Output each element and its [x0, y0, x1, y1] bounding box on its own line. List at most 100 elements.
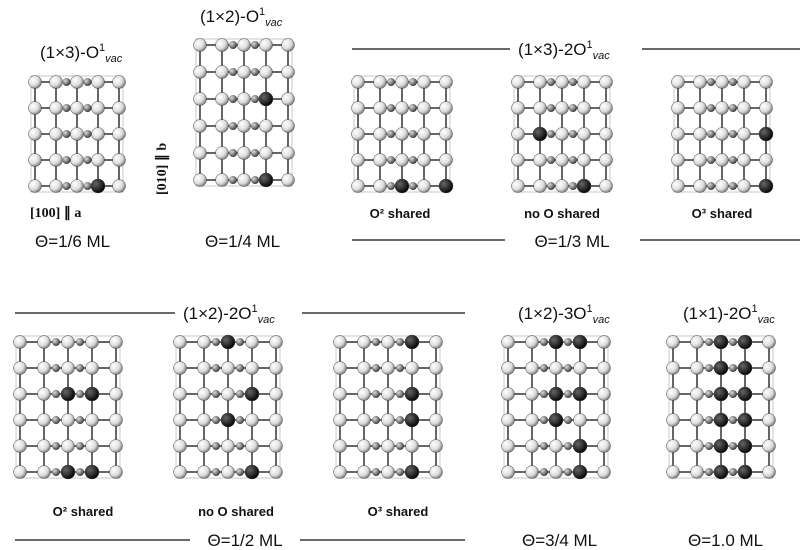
vacancy-atom [738, 413, 752, 427]
small-atom [729, 104, 737, 112]
small-atom [251, 176, 259, 184]
small-atom [387, 182, 395, 190]
atom [430, 388, 443, 401]
vacancy-atom [221, 335, 235, 349]
atom [358, 466, 371, 479]
atom [760, 76, 773, 89]
atom [246, 440, 259, 453]
vacancy-atom [405, 465, 419, 479]
small-atom [729, 390, 737, 398]
vacancy-atom [61, 387, 75, 401]
atom [29, 102, 42, 115]
atom [526, 362, 539, 375]
small-atom [396, 442, 404, 450]
atom [194, 93, 207, 106]
title-sub: vac [258, 314, 276, 326]
atom [502, 388, 515, 401]
small-atom [409, 104, 417, 112]
small-atom [52, 468, 60, 476]
small-atom [76, 364, 84, 372]
atom [29, 180, 42, 193]
atom [174, 414, 187, 427]
small-atom [707, 78, 715, 86]
small-atom [251, 41, 259, 49]
atom [694, 128, 707, 141]
atom [198, 336, 211, 349]
small-atom [229, 122, 237, 130]
small-atom [52, 338, 60, 346]
atom [430, 362, 443, 375]
small-atom [705, 416, 713, 424]
small-atom [409, 156, 417, 164]
title-sub: vac [265, 17, 283, 29]
small-atom [705, 442, 713, 450]
vacancy-atom [91, 179, 105, 193]
atom [672, 154, 685, 167]
atom [738, 102, 751, 115]
small-atom [705, 364, 713, 372]
atom [86, 336, 99, 349]
small-atom [705, 338, 713, 346]
atom [418, 154, 431, 167]
atom [216, 39, 229, 52]
atom [334, 414, 347, 427]
small-atom [396, 468, 404, 476]
atom [502, 440, 515, 453]
vacancy-atom [85, 387, 99, 401]
atom [418, 76, 431, 89]
small-atom [540, 416, 548, 424]
atom [760, 154, 773, 167]
small-atom [229, 176, 237, 184]
atom [526, 336, 539, 349]
atom [270, 362, 283, 375]
atom [260, 39, 273, 52]
small-atom [63, 104, 71, 112]
atom [512, 128, 525, 141]
small-atom [372, 390, 380, 398]
lattices [14, 39, 776, 480]
atom [600, 128, 613, 141]
atom [92, 128, 105, 141]
atom [598, 466, 611, 479]
small-atom [729, 78, 737, 86]
atom [430, 414, 443, 427]
atom [534, 76, 547, 89]
atom [110, 440, 123, 453]
atom [260, 120, 273, 133]
atom [38, 388, 51, 401]
small-atom [569, 78, 577, 86]
coverage: Θ=3/4 ML [522, 531, 597, 550]
small-atom [540, 468, 548, 476]
atom [29, 76, 42, 89]
atom [113, 128, 126, 141]
atom [763, 466, 776, 479]
atom [526, 440, 539, 453]
small-atom [569, 156, 577, 164]
panel-title: (1×3)-2O1vac [518, 39, 610, 62]
small-atom [212, 416, 220, 424]
small-atom [76, 442, 84, 450]
atom [430, 466, 443, 479]
atom [194, 147, 207, 160]
atom [14, 388, 27, 401]
small-atom [52, 364, 60, 372]
title-sub: vac [758, 314, 776, 326]
atom [71, 76, 84, 89]
axis-label: [010] ∥ b [154, 143, 170, 195]
small-atom [372, 468, 380, 476]
title-text: (1×1)-2O [683, 304, 752, 323]
small-atom [236, 442, 244, 450]
atom [270, 388, 283, 401]
coverage: Θ=1/6 ML [35, 232, 110, 251]
atom [14, 414, 27, 427]
atom [738, 180, 751, 193]
atom [691, 362, 704, 375]
panel-title: (1×2)-2O1vac [183, 303, 275, 326]
atom [62, 414, 75, 427]
coverage: Θ=1/4 ML [205, 232, 280, 251]
atom [238, 39, 251, 52]
atom [672, 102, 685, 115]
vacancy-atom [61, 465, 75, 479]
atom [198, 414, 211, 427]
title-text: (1×2)-3O [518, 304, 587, 323]
